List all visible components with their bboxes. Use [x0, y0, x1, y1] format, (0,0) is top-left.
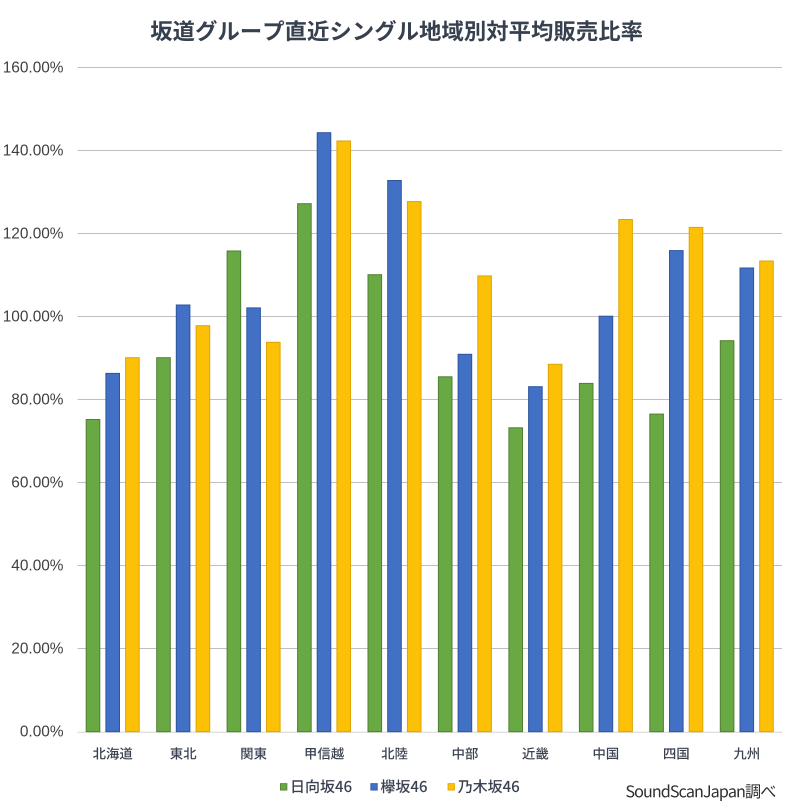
svg-text:100.00%: 100.00%: [3, 309, 64, 326]
svg-text:160.00%: 160.00%: [3, 60, 64, 77]
svg-text:0.00%: 0.00%: [20, 724, 64, 741]
svg-text:60.00%: 60.00%: [11, 475, 64, 492]
svg-text:120.00%: 120.00%: [3, 226, 64, 243]
svg-text:40.00%: 40.00%: [11, 558, 64, 575]
svg-text:140.00%: 140.00%: [3, 143, 64, 160]
svg-text:20.00%: 20.00%: [11, 641, 64, 658]
svg-text:80.00%: 80.00%: [11, 392, 64, 409]
